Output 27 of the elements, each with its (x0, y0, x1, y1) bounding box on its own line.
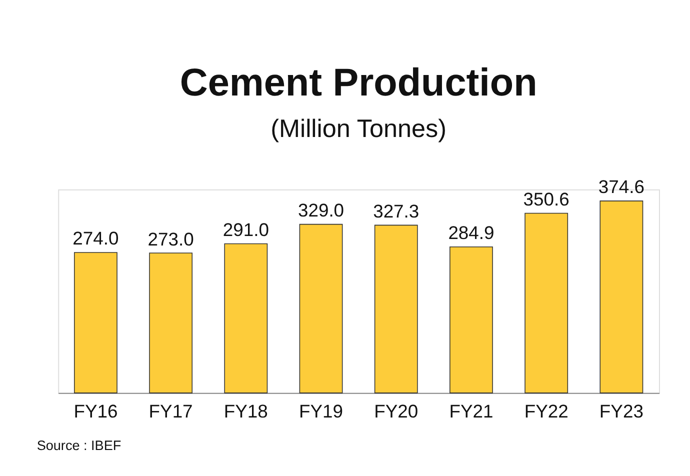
data-label: 291.0 (222, 219, 269, 240)
bar (74, 252, 118, 394)
bar (149, 252, 193, 394)
data-label: 374.6 (598, 176, 644, 198)
x-tick-label: FY21 (449, 400, 494, 422)
bar (600, 200, 644, 394)
data-label: 273.0 (148, 228, 194, 250)
data-label: 329.0 (298, 200, 344, 221)
data-label: 327.3 (373, 200, 420, 222)
x-tick-label: FY17 (148, 400, 193, 422)
data-label: 284.9 (448, 222, 494, 244)
bar (450, 246, 493, 394)
bar (374, 224, 418, 394)
x-tick-label: FY22 (524, 400, 568, 422)
chart-subtitle: (Million Tonnes) (270, 114, 447, 143)
data-label: 274.0 (72, 228, 119, 249)
chart-title: Cement Production (180, 61, 538, 104)
x-tick-label: FY20 (374, 400, 418, 422)
x-tick-label: FY18 (224, 400, 268, 422)
bar (299, 224, 343, 394)
x-tick-label: FY23 (599, 400, 644, 422)
data-label: 350.6 (523, 188, 570, 210)
x-tick-label: FY16 (74, 400, 118, 422)
bar (524, 212, 568, 394)
x-tick-label: FY19 (299, 400, 344, 422)
bar (224, 243, 268, 394)
source-note: Source : IBEF (36, 438, 122, 454)
